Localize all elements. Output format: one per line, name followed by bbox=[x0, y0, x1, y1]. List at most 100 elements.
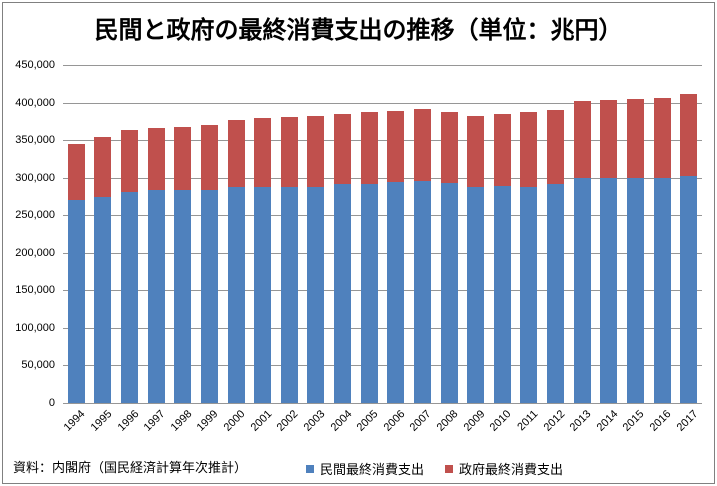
legend-marker-private-icon bbox=[306, 464, 314, 473]
legend-item-government: 政府最終消費支出 bbox=[445, 459, 563, 478]
bar-segment-government bbox=[413, 109, 431, 181]
bar-segment-government bbox=[467, 116, 485, 187]
legend-label: 民間最終消費支出 bbox=[320, 462, 425, 477]
bar-segment-private bbox=[573, 178, 591, 403]
x-axis-tick-label: 2000 bbox=[221, 408, 248, 434]
gridline bbox=[63, 103, 702, 104]
bar-column bbox=[653, 98, 671, 403]
bar-column bbox=[174, 127, 192, 403]
bar-segment-government bbox=[174, 127, 192, 190]
bar-column bbox=[121, 130, 139, 403]
y-axis-tick-label: 150,000 bbox=[15, 284, 55, 297]
x-axis-tick-label: 2012 bbox=[541, 408, 568, 434]
x-axis-tick-label: 2017 bbox=[674, 408, 701, 434]
bar-segment-government bbox=[493, 114, 511, 186]
x-axis-tick-label: 2015 bbox=[621, 408, 647, 434]
bar-segment-private bbox=[387, 182, 405, 403]
bar-segment-private bbox=[94, 197, 112, 403]
bar-segment-government bbox=[94, 137, 112, 197]
bar-segment-private bbox=[174, 190, 192, 403]
gridline bbox=[63, 365, 702, 366]
x-axis-tick-label: 1995 bbox=[88, 408, 115, 434]
plot-area bbox=[63, 65, 702, 404]
x-axis-tick-label: 1997 bbox=[141, 408, 168, 434]
legend-item-private: 民間最終消費支出 bbox=[306, 459, 424, 478]
bar-segment-private bbox=[600, 178, 618, 403]
bar-segment-government bbox=[121, 130, 139, 192]
bar-segment-government bbox=[334, 114, 352, 184]
bar-column bbox=[254, 118, 272, 403]
bar-column bbox=[493, 114, 511, 403]
y-axis-tick-label: 200,000 bbox=[15, 246, 55, 259]
y-axis-tick-label: 250,000 bbox=[15, 209, 55, 222]
x-axis-tick-label: 2010 bbox=[487, 408, 514, 434]
x-axis-tick-label: 1994 bbox=[61, 408, 88, 434]
bar-segment-private bbox=[67, 200, 85, 403]
bar-segment-government bbox=[254, 118, 272, 187]
bar-column bbox=[467, 116, 485, 403]
gridline bbox=[63, 403, 702, 404]
bar-segment-private bbox=[307, 187, 325, 403]
x-axis-tick-label: 2007 bbox=[408, 408, 434, 434]
bar-segment-private bbox=[626, 178, 644, 403]
bar-segment-private bbox=[440, 183, 458, 403]
bar-segment-government bbox=[227, 120, 245, 187]
bar-column bbox=[67, 144, 85, 403]
gridline bbox=[63, 215, 702, 216]
bar-segment-private bbox=[680, 176, 698, 403]
x-axis-tick-label: 2005 bbox=[354, 408, 381, 434]
bar-segment-government bbox=[280, 117, 298, 187]
bar-segment-government bbox=[440, 112, 458, 183]
bar-segment-government bbox=[600, 100, 618, 178]
bar-segment-private bbox=[360, 184, 378, 403]
bar-segment-private bbox=[547, 184, 565, 403]
bar-segment-government bbox=[360, 112, 378, 184]
bar-segment-government bbox=[547, 110, 565, 184]
bar-segment-private bbox=[467, 187, 485, 403]
x-axis-tick-label: 2016 bbox=[647, 408, 674, 434]
bar-segment-government bbox=[307, 116, 325, 187]
bar-segment-private bbox=[227, 187, 245, 403]
x-axis-tick-label: 2006 bbox=[381, 408, 408, 434]
bar-column bbox=[94, 137, 112, 403]
bar-column bbox=[307, 116, 325, 403]
bar-column bbox=[387, 111, 405, 403]
bar-column bbox=[227, 120, 245, 403]
legend-label: 政府最終消費支出 bbox=[459, 462, 564, 477]
bar-segment-government bbox=[200, 125, 218, 190]
x-axis-tick-label: 2011 bbox=[515, 408, 541, 434]
bar-segment-private bbox=[334, 184, 352, 403]
bar-column bbox=[600, 100, 618, 403]
bar-segment-private bbox=[653, 178, 671, 403]
bar-column bbox=[280, 117, 298, 403]
bar-column bbox=[200, 125, 218, 403]
y-axis-tick-label: 50,000 bbox=[21, 359, 55, 372]
bar-segment-government bbox=[626, 99, 644, 178]
bar-column bbox=[520, 112, 538, 403]
bar-column bbox=[626, 99, 644, 403]
bar-segment-private bbox=[254, 187, 272, 403]
x-axis-tick-label: 2001 bbox=[248, 408, 275, 434]
x-axis-tick-label: 2013 bbox=[567, 408, 594, 434]
gridline bbox=[63, 178, 702, 179]
x-axis-tick-label: 1999 bbox=[195, 408, 221, 434]
x-axis-tick-label: 2014 bbox=[594, 408, 621, 434]
bar-segment-private bbox=[147, 190, 165, 403]
bar-column bbox=[147, 128, 165, 403]
source-note: 資料：内閣府（国民経済計算年次推計） bbox=[13, 460, 248, 475]
bar-segment-government bbox=[653, 98, 671, 178]
bar-column bbox=[680, 94, 698, 403]
x-axis-tick-label: 1996 bbox=[115, 408, 142, 434]
gridline bbox=[63, 253, 702, 254]
x-axis-tick-label: 2002 bbox=[274, 408, 301, 434]
y-axis-tick-label: 100,000 bbox=[15, 321, 55, 334]
x-axis-tick-label: 2009 bbox=[461, 408, 488, 434]
gridline bbox=[63, 140, 702, 141]
bar-column bbox=[547, 110, 565, 403]
bar-column bbox=[360, 112, 378, 403]
bar-column bbox=[440, 112, 458, 403]
bar-segment-private bbox=[520, 187, 538, 403]
y-axis-tick-label: 0 bbox=[48, 397, 55, 409]
bar-column bbox=[334, 114, 352, 403]
